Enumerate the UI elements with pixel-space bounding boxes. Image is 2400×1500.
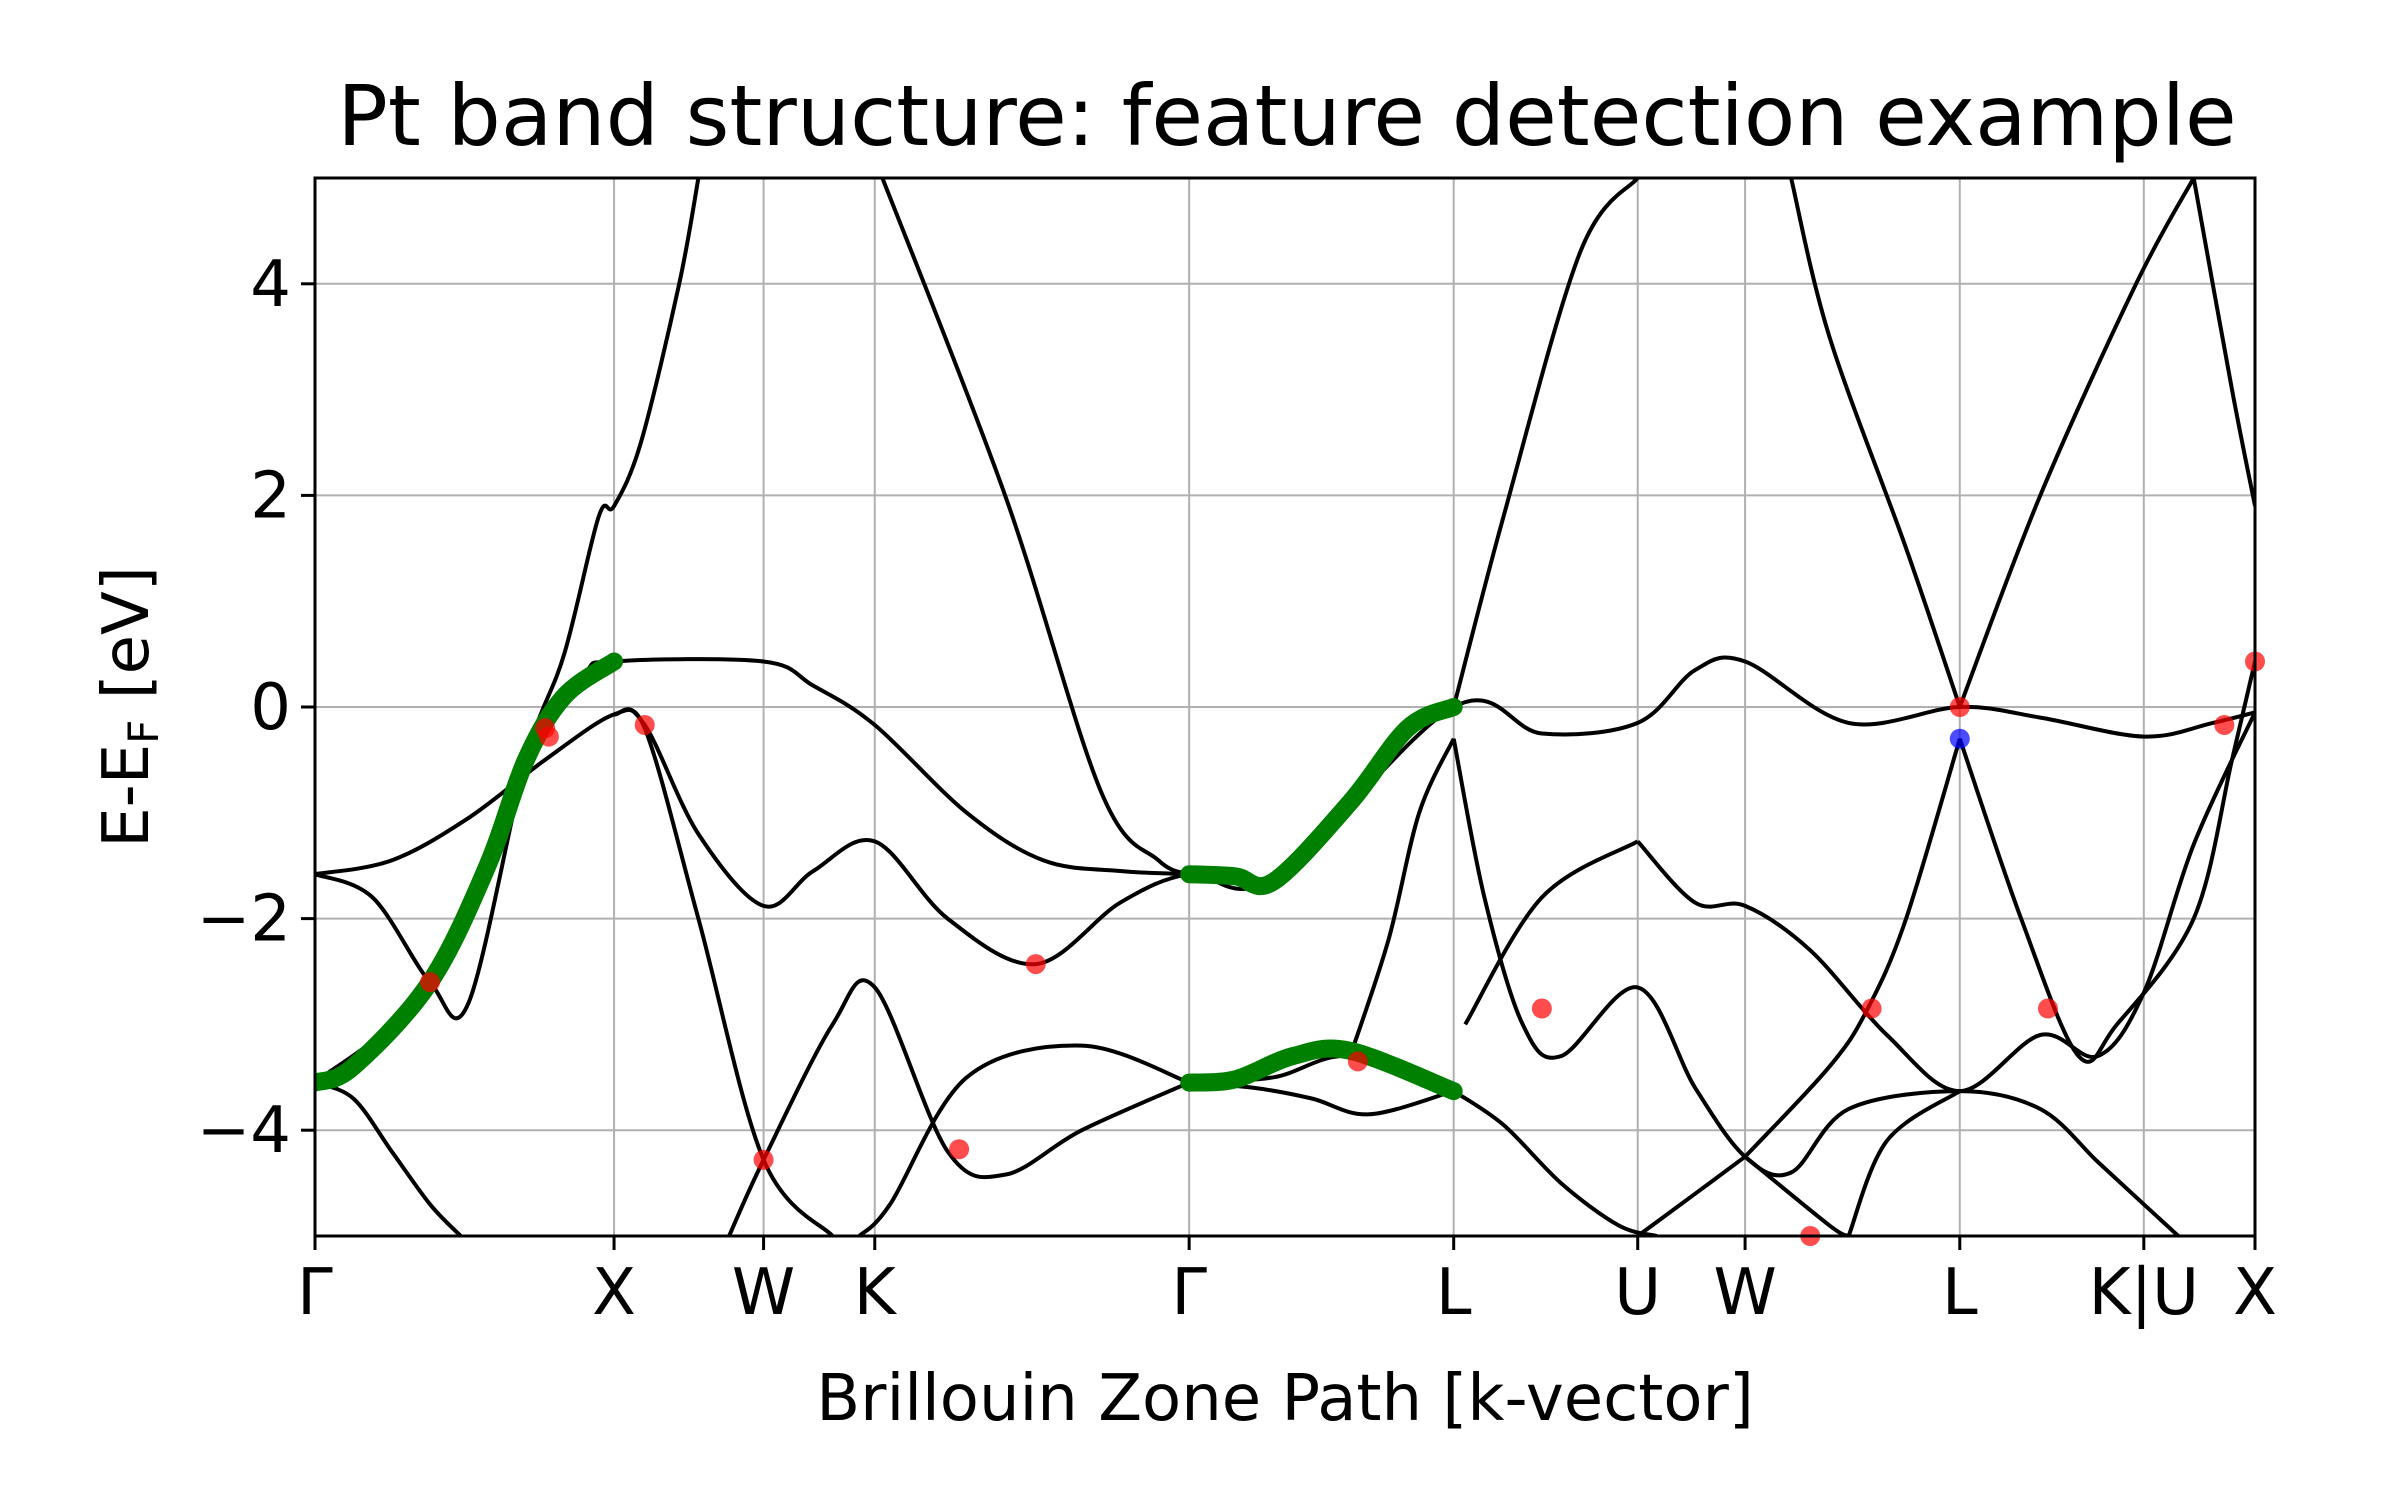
band-line-10 (1452, 1089, 1658, 1236)
y-axis-ticks: 4 2 0 −2 −4 (197, 248, 315, 1168)
feature-point-12 (1949, 728, 1970, 749)
feature-point-5 (949, 1139, 970, 1160)
feature-point-10 (1861, 998, 1882, 1019)
band-line-14 (1636, 1155, 1747, 1236)
y-tick-label-4: −4 (197, 1094, 291, 1168)
y-tick-label-3: −2 (197, 883, 291, 957)
y-axis-label-main: E-E (90, 744, 164, 848)
feature-point-13 (2037, 998, 2058, 1019)
band-line-18 (1846, 1089, 1961, 1236)
feature-point-0 (420, 972, 441, 993)
x-tick-label-9: K|U (2089, 1256, 2199, 1330)
feature-point-7 (1347, 1051, 1368, 1072)
band-line-1 (315, 178, 701, 1021)
band-line-22 (1957, 178, 2196, 708)
y-axis-label-unit: [eV] (90, 566, 164, 719)
band-line-5 (727, 978, 1191, 1236)
band-line-15 (1636, 711, 2255, 1094)
feature-point-8 (1531, 998, 1552, 1019)
x-tick-label-0: Γ (297, 1256, 333, 1330)
band-line-6 (857, 1043, 1190, 1236)
feature-point-2 (538, 726, 559, 747)
band-line-21 (1789, 178, 1962, 708)
x-tick-label-2: W (732, 1256, 795, 1330)
band-line-4 (613, 707, 835, 1236)
feature-points (420, 651, 2265, 1246)
x-tick-label-5: L (1436, 1256, 1472, 1330)
chart-title: Pt band structure: feature detection exa… (337, 67, 2236, 165)
x-axis-ticks: Γ X W K Γ L U W L K|U X (297, 1236, 2277, 1330)
highlighted-bands (315, 652, 1463, 1101)
x-tick-label-8: L (1942, 1256, 1978, 1330)
x-tick-label-10: X (2233, 1256, 2277, 1330)
band-line-20 (1957, 661, 2255, 1064)
y-axis-label-subscript: F (119, 720, 168, 744)
feature-point-6 (1025, 954, 1046, 975)
x-axis-label: Brillouin Zone Path [k-vector] (816, 1362, 1754, 1436)
highlight-segment-1 (1180, 698, 1463, 896)
x-tick-label-3: K (854, 1256, 898, 1330)
feature-point-11 (1949, 697, 1970, 717)
band-line-2 (315, 657, 1190, 1085)
band-line-3 (315, 1080, 463, 1236)
y-tick-label-0: 4 (250, 248, 291, 322)
x-tick-label-7: W (1713, 1256, 1776, 1330)
feature-point-14 (2214, 714, 2235, 735)
band-line-16 (1463, 839, 1639, 1026)
y-tick-label-1: 2 (250, 459, 291, 533)
feature-point-4 (753, 1149, 774, 1170)
band-line-7 (880, 178, 1191, 877)
band-line-13 (1451, 178, 1640, 708)
x-tick-label-4: Γ (1171, 1256, 1207, 1330)
x-tick-label-6: U (1614, 1256, 1661, 1330)
highlight-segment-2 (1180, 1039, 1463, 1101)
band-line-23 (2191, 178, 2255, 507)
y-axis-label: E-EF [eV] (90, 566, 168, 848)
y-tick-label-2: 0 (250, 671, 291, 745)
highlight-segment-0 (315, 652, 624, 1092)
x-tick-label-1: X (592, 1256, 636, 1330)
band-line-12 (1348, 737, 1456, 1057)
band-line-11 (1451, 738, 2180, 1236)
feature-point-3 (634, 714, 655, 735)
